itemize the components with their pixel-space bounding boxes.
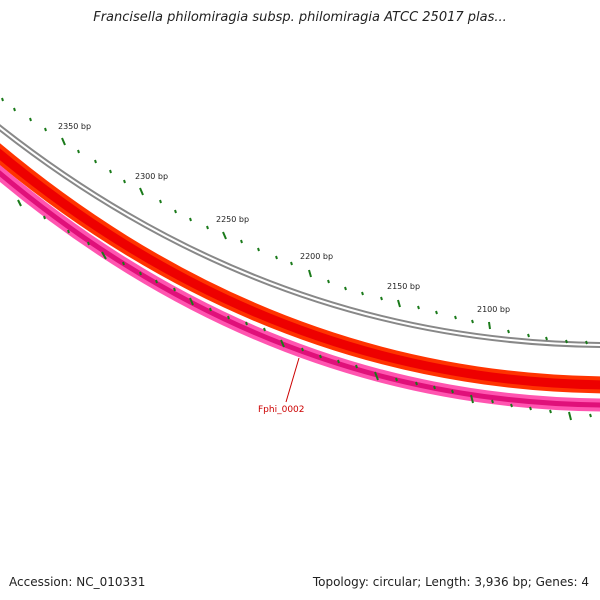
tick-label-2100: 2100 bp xyxy=(477,305,510,314)
tick-label-2350: 2350 bp xyxy=(58,122,91,131)
map-title: Francisella philomiragia subsp. philomir… xyxy=(93,10,507,25)
outer-tick-ring xyxy=(1,97,588,345)
gene-track-pink xyxy=(0,164,600,412)
accession-label: Accession: NC_010331 xyxy=(9,575,146,589)
summary-label: Topology: circular; Length: 3,936 bp; Ge… xyxy=(312,575,589,589)
inner-tick-ring xyxy=(17,199,592,421)
tick-label-2300: 2300 bp xyxy=(135,172,168,181)
gene-track-red-core xyxy=(0,148,600,390)
tick-label-2200: 2200 bp xyxy=(300,252,333,261)
tick-label-2150: 2150 bp xyxy=(387,282,420,291)
gene-track-pink-core xyxy=(0,170,600,408)
gene-label-fphi-0002[interactable]: Fphi_0002 xyxy=(258,405,305,415)
backbone-track-inner xyxy=(0,126,600,346)
tick-label-2250: 2250 bp xyxy=(216,215,249,224)
gene-label-leader xyxy=(285,357,300,403)
